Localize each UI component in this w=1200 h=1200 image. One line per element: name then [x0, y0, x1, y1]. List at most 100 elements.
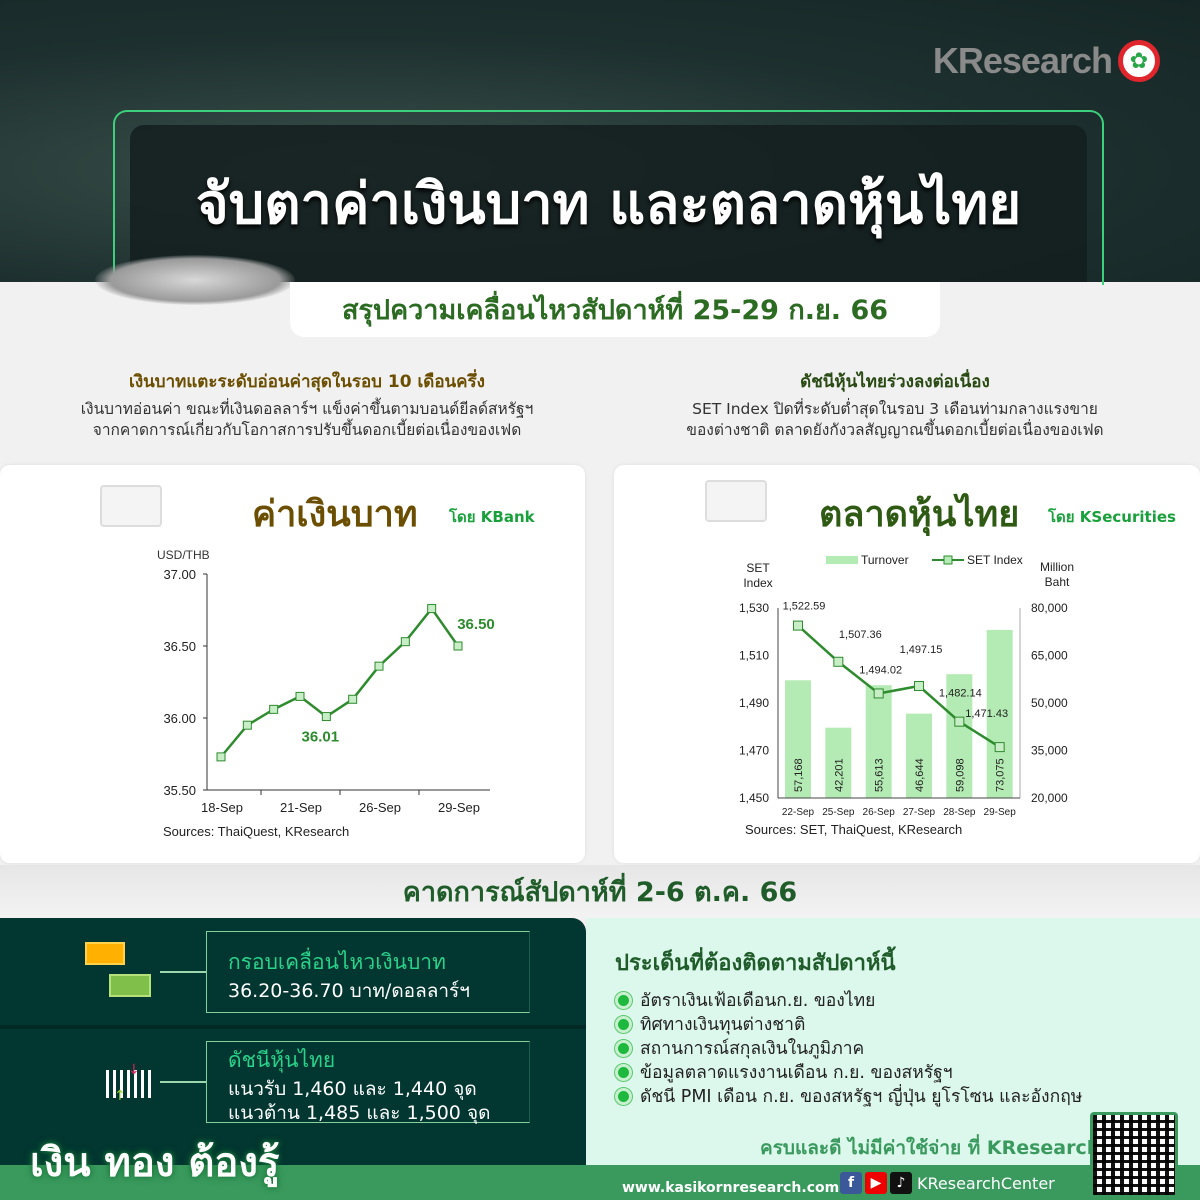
- set-index-point: [833, 656, 844, 667]
- left-tick-label: 1,530: [739, 601, 769, 615]
- turnover-bar: [906, 713, 932, 798]
- summary-line: จากคาดการณ์เกี่ยวกับโอกาสการปรับขึ้นดอกเ…: [92, 421, 522, 439]
- page-subtitle: สรุปความเคลื่อนไหวสัปดาห์ที่ 25-29 ก.ย. …: [290, 282, 940, 337]
- footer-bar: [0, 1165, 1200, 1200]
- connector-line: [160, 1081, 206, 1083]
- turnover-bar: [986, 629, 1013, 798]
- legend-set-marker: [943, 555, 953, 565]
- baht-card: [0, 465, 585, 863]
- bar-label: 57,168: [793, 758, 805, 792]
- stock-candles-icon: ↓ ↑: [106, 1062, 152, 1104]
- legend-set-index: SET Index: [967, 553, 1023, 567]
- set-forecast-title: ดัชนีหุ้นไทย: [228, 1048, 336, 1072]
- series-line: [220, 606, 460, 758]
- kresearch-logo: KResearch ✿: [933, 40, 1160, 82]
- x-tick-label: 27-Sep: [903, 807, 936, 818]
- set-index-line: [797, 624, 1001, 749]
- left-tick-label: 1,510: [739, 649, 769, 663]
- chart-icon: [100, 485, 162, 527]
- y-tick-label: 35.50: [163, 783, 196, 798]
- bar-label: 42,201: [833, 758, 845, 792]
- tagline: ครบและดี ไม่มีค่าใช้จ่าย ที่ KResearch: [760, 1137, 1101, 1159]
- chart-source: Sources: ThaiQuest, KResearch: [163, 824, 349, 839]
- divider: [0, 1025, 586, 1029]
- y-axis-label: USD/THB: [157, 548, 210, 562]
- forecast-title: คาดการณ์สัปดาห์ที่ 2-6 ต.ค. 66: [0, 865, 1200, 918]
- summary-line: ของต่างชาติ ตลาดยังกังวลสัญญาณขึ้นดอกเบี…: [686, 421, 1104, 439]
- baht-card-source: โดย KBank: [449, 508, 535, 526]
- set-index-point: [793, 620, 803, 631]
- x-tick-label: 25-Sep: [822, 807, 855, 818]
- chart-icon: [705, 480, 767, 522]
- x-tick-label: 26-Sep: [863, 807, 896, 818]
- right-tick-label: 20,000: [1031, 791, 1068, 805]
- set-index-point: [873, 688, 884, 699]
- x-tick-label: 28-Sep: [943, 807, 976, 818]
- summary-line: เงินบาทอ่อนค่า ขณะที่เงินดอลลาร์ฯ แข็งค่…: [80, 400, 534, 418]
- x-tick-label: 22-Sep: [782, 807, 815, 818]
- connector-line: [160, 971, 206, 973]
- usd-thb-line-chart: USD/THB Sources: ThaiQuest, KResearch 37…: [157, 548, 495, 839]
- x-tick-label: 21-Sep: [280, 800, 322, 815]
- set-heading: ดัชนีหุ้นไทยร่วงลงต่อเนื่อง: [800, 372, 990, 392]
- page-title: จับตาค่าเงินบาท และตลาดหุ้นไทย: [195, 172, 1022, 237]
- issues-title: ประเด็นที่ต้องติดตามสัปดาห์นี้: [615, 951, 896, 976]
- qr-code-icon[interactable]: [1090, 1112, 1178, 1198]
- data-point: [295, 691, 305, 701]
- x-tick-label: 26-Sep: [359, 800, 401, 815]
- set-index-label: 1,471.43: [965, 708, 1008, 720]
- y-tick-label: 36.00: [163, 711, 196, 726]
- left-axis-label: SET: [746, 561, 770, 575]
- set-index-label: 1,494.02: [859, 664, 902, 676]
- set-index-label: 1,522.59: [783, 601, 826, 613]
- issue-text: สถานการณ์สกุลเงินในภูมิภาค: [640, 1039, 865, 1059]
- bullet-icon: [615, 1087, 632, 1105]
- bullet-icon: [615, 1063, 632, 1081]
- summary-line: SET Index ปิดที่ระดับต่ำสุดในรอบ 3 เดือน…: [692, 400, 1098, 418]
- list-item: ดัชนี PMI เดือน ก.ย. ของสหรัฐฯ ญี่ปุ่น ย…: [615, 1084, 1082, 1108]
- left-tick-label: 1,450: [739, 791, 769, 805]
- y-tick-label: 37.00: [163, 567, 196, 582]
- list-item: สถานการณ์สกุลเงินในภูมิภาค: [615, 1036, 1082, 1060]
- left-tick-label: 1,490: [739, 696, 769, 710]
- turnover-bar: [825, 727, 852, 798]
- baht-forecast-range: 36.20-36.70 บาท/ดอลลาร์ฯ: [228, 980, 470, 1002]
- set-card-title: ตลาดหุ้นไทย: [819, 494, 1020, 535]
- set-index-label: 1,497.15: [900, 644, 943, 656]
- data-point: [242, 720, 252, 730]
- tiktok-icon[interactable]: ♪: [890, 1172, 912, 1194]
- bar-label: 59,098: [954, 758, 966, 792]
- baht-card-title: ค่าเงินบาท: [252, 494, 418, 535]
- social-handle[interactable]: KResearchCenter: [917, 1173, 1055, 1193]
- turnover-bar: [785, 680, 811, 798]
- social-links: f ▶ ♪ KResearchCenter: [840, 1172, 1055, 1194]
- logo-text: KResearch: [932, 40, 1113, 81]
- data-point: [269, 704, 279, 714]
- baht-summary: เงินบาทอ่อนค่า ขณะที่เงินดอลลาร์ฯ แข็งค่…: [17, 399, 597, 441]
- data-point: [216, 752, 226, 762]
- turnover-bar: [865, 685, 892, 798]
- data-point: [348, 694, 358, 704]
- issue-text: ทิศทางเงินทุนต่างชาติ: [640, 1015, 806, 1035]
- set-forecast-box: ดัชนีหุ้นไทย แนวรับ 1,460 และ 1,440 จุด …: [206, 1041, 530, 1124]
- title-box: จับตาค่าเงินบาท และตลาดหุ้นไทย: [130, 125, 1087, 282]
- chart-source: Sources: SET, ThaiQuest, KResearch: [745, 822, 962, 837]
- set-index-point: [994, 742, 1005, 753]
- facebook-icon[interactable]: f: [840, 1172, 862, 1194]
- left-tick-label: 1,470: [739, 744, 769, 758]
- x-tick-label: 18-Sep: [201, 800, 243, 815]
- set-support: แนวรับ 1,460 และ 1,440 จุด: [228, 1078, 477, 1100]
- set-index-point: [914, 681, 924, 692]
- issue-text: อัตราเงินเฟ้อเดือนก.ย. ของไทย: [640, 991, 876, 1011]
- data-label: 36.50: [457, 616, 495, 633]
- right-tick-label: 35,000: [1031, 744, 1068, 758]
- data-point: [374, 661, 384, 671]
- y-tick-label: 36.50: [163, 639, 196, 654]
- legend-turnover-swatch: [826, 556, 858, 564]
- youtube-icon[interactable]: ▶: [865, 1172, 887, 1194]
- set-resistance: แนวต้าน 1,485 และ 1,500 จุด: [228, 1102, 491, 1124]
- website-link[interactable]: www.kasikornresearch.com: [622, 1180, 840, 1196]
- right-axis-label: Million: [1040, 560, 1074, 574]
- title-frame: [113, 110, 1104, 285]
- x-tick-label: 29-Sep: [984, 807, 1017, 818]
